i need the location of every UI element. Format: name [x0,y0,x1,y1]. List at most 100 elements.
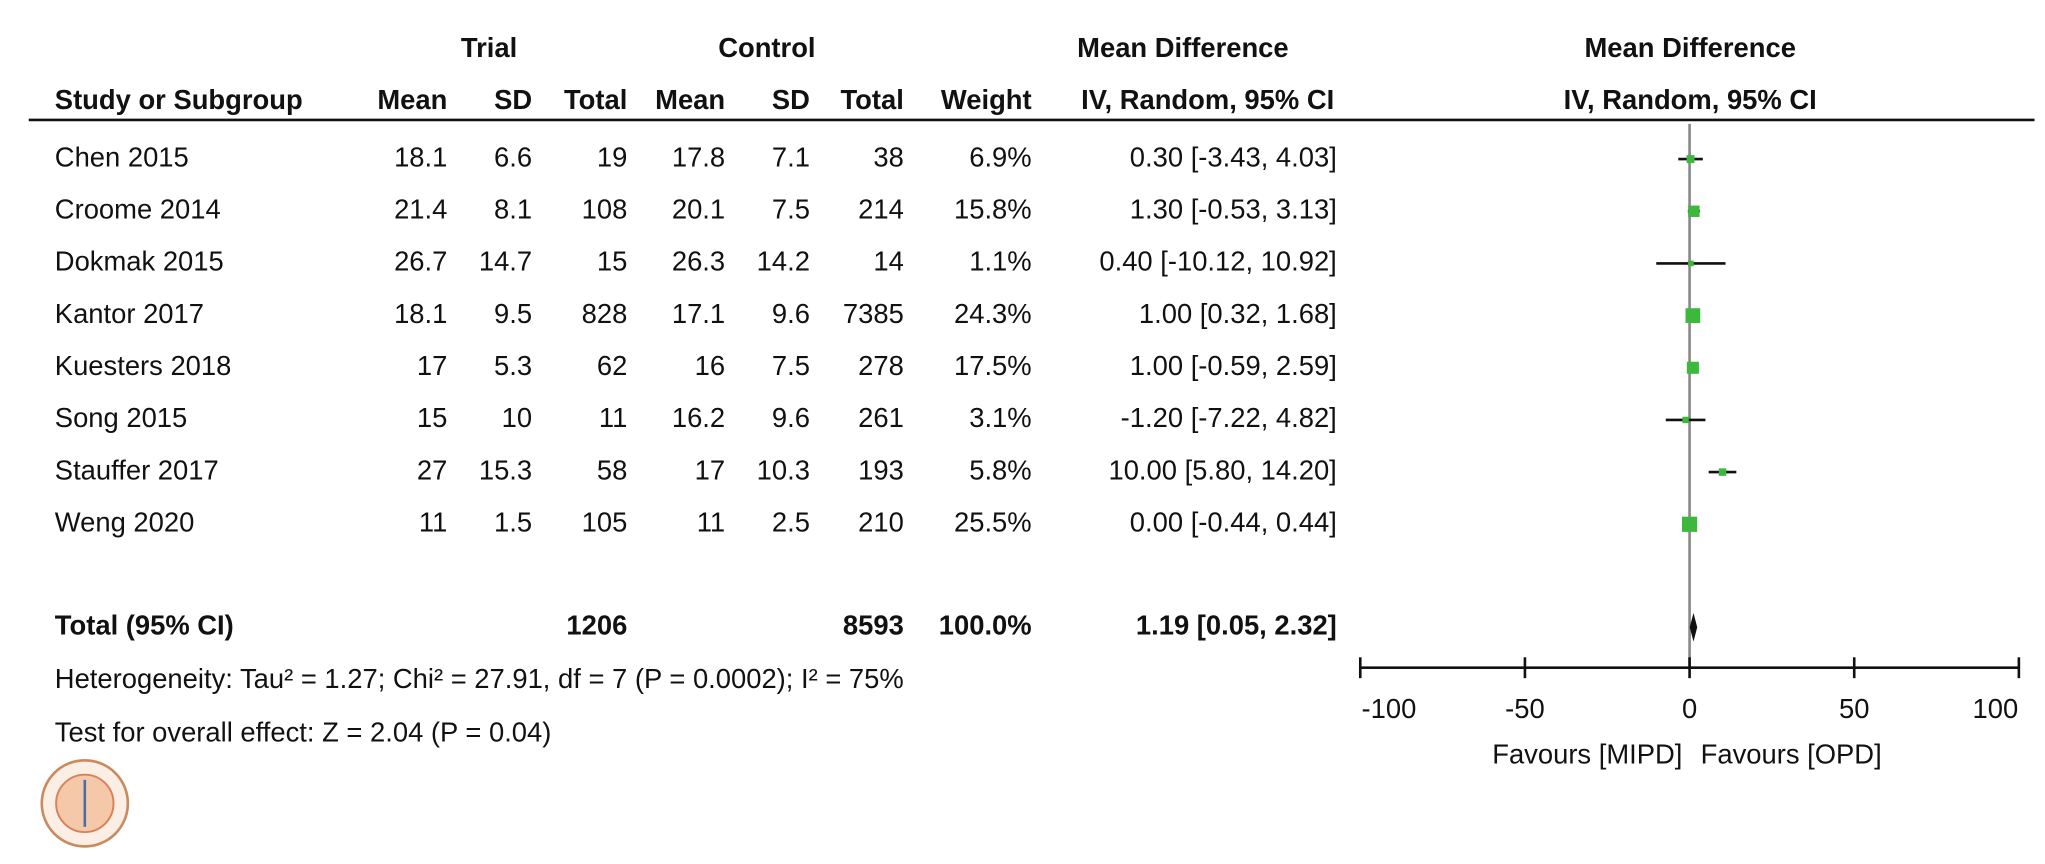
group-header: Control [718,32,815,63]
table-cell: 38 [873,141,903,172]
effect-square [1686,155,1695,164]
table-cell: 7.5 [772,350,810,381]
table-cell: 17.1 [672,298,725,329]
table-cell: 1.00 [0.32, 1.68] [1139,298,1337,329]
table-cell: 16 [695,350,725,381]
table-cell: 5.3 [494,350,532,381]
overall-effect: Test for overall effect: Z = 2.04 (P = 0… [55,716,552,747]
study-name: Kuesters 2018 [55,350,232,381]
table-cell: 100.0% [939,610,1032,641]
effect-square [1682,416,1689,424]
column-header: Mean [377,84,447,115]
column-header: Weight [941,84,1032,115]
effect-square [1686,361,1699,374]
table-cell: 3.1% [969,402,1031,433]
table-cell: 9.5 [494,298,532,329]
favours-label: Favours [OPD] [1701,739,1882,770]
table-cell: 261 [858,402,904,433]
table-cell: 14.2 [757,246,810,277]
x-tick-label: 100 [1973,693,2019,724]
table-cell: 11 [419,507,447,538]
column-header: SD [772,84,810,115]
table-cell: 15.8% [954,194,1032,225]
study-name: Croome 2014 [55,194,221,225]
table-cell: 9.6 [772,402,810,433]
table-cell: 27 [417,454,447,485]
table-cell: 14 [873,246,903,277]
table-cell: 26.3 [672,246,725,277]
heterogeneity: Heterogeneity: Tau² = 1.27; Chi² = 27.91… [55,663,904,694]
table-cell: 6.6 [494,141,532,172]
group-header: Trial [461,32,517,63]
table-cell: 24.3% [954,298,1032,329]
table-cell: 62 [597,350,627,381]
table-cell: 17 [417,350,447,381]
table-cell: 1.5 [494,507,532,538]
table-cell: 17.8 [672,141,725,172]
table-cell: 1.19 [0.05, 2.32] [1136,610,1337,641]
table-cell: 8593 [843,610,904,641]
table-cell: 105 [582,507,628,538]
x-tick-label: 0 [1682,693,1697,724]
table-cell: 58 [597,454,627,485]
table-cell: 193 [858,454,904,485]
study-name: Chen 2015 [55,141,189,172]
table-cell: 5.8% [969,454,1031,485]
table-cell: 17.5% [954,350,1032,381]
table-cell: 10.00 [5.80, 14.20] [1108,454,1336,485]
table-cell: 1.1% [969,246,1031,277]
table-cell: 15 [597,246,627,277]
x-tick-label: 50 [1839,693,1869,724]
table-cell: 1.00 [-0.59, 2.59] [1130,350,1337,381]
table-cell: 7385 [843,298,904,329]
table-cell: 7.1 [772,141,810,172]
table-cell: 108 [582,194,628,225]
table-cell: 18.1 [394,298,447,329]
table-cell: 1206 [566,610,627,641]
study-name: Stauffer 2017 [55,454,219,485]
column-header: SD [494,84,532,115]
table-cell: 214 [858,194,904,225]
study-name: Dokmak 2015 [55,246,224,277]
column-header: IV, Random, 95% CI [1081,84,1334,115]
effect-square [1718,468,1727,476]
table-cell: 11 [697,507,725,538]
effect-square [1688,260,1694,267]
table-cell: 9.6 [772,298,810,329]
x-tick-label: -100 [1362,693,1417,724]
study-name: Kantor 2017 [55,298,204,329]
table-cell: 17 [695,454,725,485]
total-label: Total (95% CI) [55,610,234,641]
column-header: IV, Random, 95% CI [1564,84,1817,115]
table-cell: 210 [858,507,904,538]
column-header: Study or Subgroup [55,84,303,115]
table-cell: 15.3 [479,454,532,485]
table-cell: 8.1 [494,194,532,225]
total-diamond [1689,612,1698,642]
logo [40,759,130,848]
table-cell: 14.7 [479,246,532,277]
group-header: Mean Difference [1077,32,1288,63]
column-header: Total [840,84,903,115]
table-cell: 26.7 [394,246,447,277]
favours-label: Favours [MIPD] [1492,739,1682,770]
table-cell: 25.5% [954,507,1032,538]
table-cell: 6.9% [969,141,1031,172]
table-cell: 10.3 [757,454,810,485]
table-cell: 0.00 [-0.44, 0.44] [1130,507,1337,538]
table-cell: -1.20 [-7.22, 4.82] [1121,402,1337,433]
study-name: Weng 2020 [55,507,195,538]
table-cell: 0.40 [-10.12, 10.92] [1099,246,1336,277]
effect-square [1681,516,1698,532]
table-cell: 21.4 [394,194,447,225]
table-cell: 2.5 [772,507,810,538]
table-cell: 828 [582,298,628,329]
effect-square [1685,308,1701,323]
table-cell: 1.30 [-0.53, 3.13] [1130,194,1337,225]
table-cell: 19 [597,141,627,172]
column-header: Mean [655,84,725,115]
x-tick-label: -50 [1505,693,1545,724]
table-cell: 0.30 [-3.43, 4.03] [1130,141,1337,172]
